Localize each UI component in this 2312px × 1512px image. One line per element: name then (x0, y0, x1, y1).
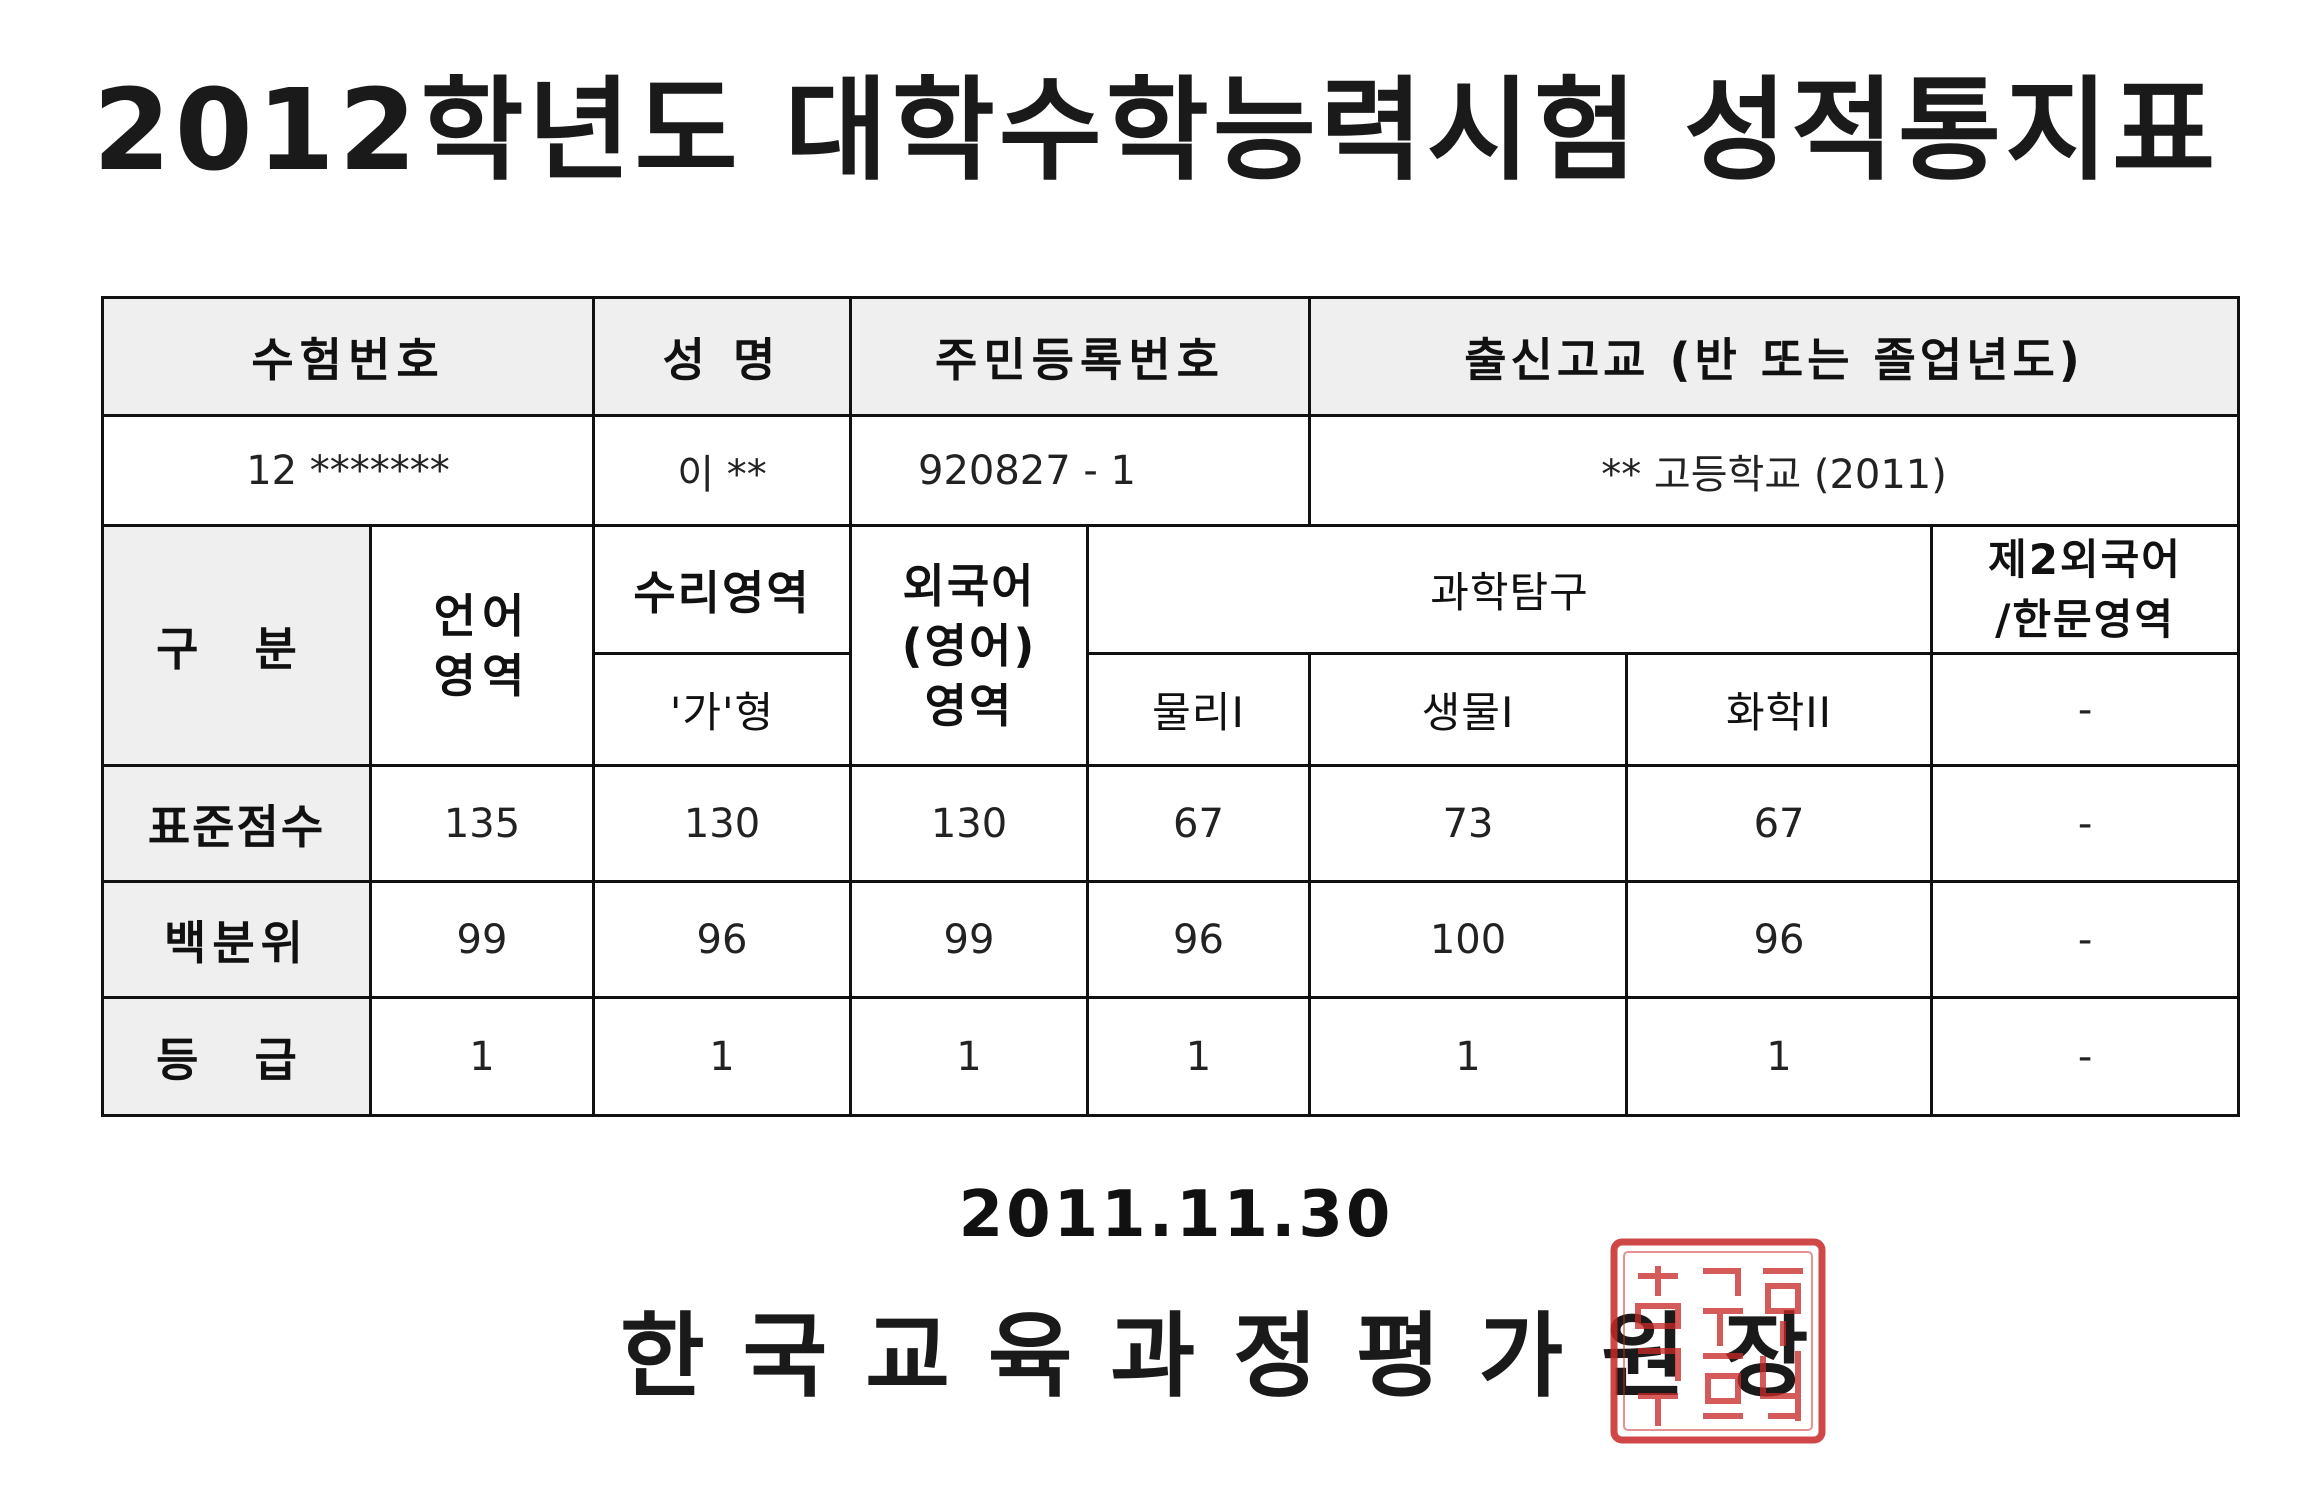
second-language-header: 제2외국어 /한문영역 (1930, 524, 2241, 655)
math-area-header: 수리영역 (592, 524, 852, 655)
percentile-cell: 96 (1085, 880, 1312, 999)
grade-cell: - (1930, 996, 2241, 1117)
issuer-name: 한국교육과정평가원장 (620, 1303, 1847, 1410)
standard-score-label: 표준점수 (101, 764, 372, 883)
grade-cell: 1 (592, 996, 852, 1117)
exam-number-header: 수험번호 (101, 296, 595, 417)
score-cell: 130 (592, 764, 852, 883)
score-report-table: 수험번호 성 명 주민등록번호 출신고교 (반 또는 졸업년도) 12 ****… (101, 296, 2241, 1117)
document-title: 2012학년도 대학수학능력시험 성적통지표 (92, 66, 2220, 196)
percentile-label: 백분위 (101, 880, 372, 999)
official-seal-stamp (1610, 1238, 1826, 1444)
grade-label: 등 급 (101, 996, 372, 1117)
english-area-header: 외국어 (영어) 영역 (849, 524, 1089, 767)
percentile-cell: 96 (592, 880, 852, 999)
korean-area-header: 언어 영역 (369, 524, 595, 767)
science-inquiry-header: 과학탐구 (1085, 524, 1934, 655)
issue-date: 2011.11.30 (958, 1178, 1394, 1252)
school-value: ** 고등학교 (2011) (1308, 414, 2241, 527)
score-cell: 73 (1308, 764, 1629, 883)
id-number-value: 920827 - 1 (848, 414, 1312, 527)
name-value: 이 ** (592, 414, 852, 527)
percentile-cell: - (1930, 880, 2241, 999)
math-type-ga: '가'형 (592, 652, 852, 767)
score-cell: 67 (1085, 764, 1312, 883)
grade-cell: 1 (1625, 996, 1934, 1117)
grade-cell: 1 (369, 996, 595, 1117)
id-number-header: 주민등록번호 (848, 296, 1312, 417)
category-label: 구 분 (101, 524, 372, 767)
subject-chemistry2: 화학II (1625, 652, 1934, 767)
grade-cell: 1 (849, 996, 1089, 1117)
subject-physics1: 물리I (1085, 652, 1312, 767)
score-cell: 130 (849, 764, 1089, 883)
percentile-cell: 96 (1625, 880, 1934, 999)
exam-number-value: 12 ******* (101, 414, 595, 527)
table-row: 백분위 99 96 99 96 100 96 - (101, 880, 2241, 999)
percentile-cell: 100 (1308, 880, 1629, 999)
grade-cell: 1 (1308, 996, 1629, 1117)
subject-biology1: 생물I (1308, 652, 1629, 767)
score-cell: 67 (1625, 764, 1934, 883)
percentile-cell: 99 (369, 880, 595, 999)
score-cell: 135 (369, 764, 595, 883)
percentile-cell: 99 (849, 880, 1089, 999)
school-header: 출신고교 (반 또는 졸업년도) (1308, 296, 2241, 417)
table-row: 등 급 1 1 1 1 1 1 - (101, 996, 2241, 1117)
grade-cell: 1 (1085, 996, 1312, 1117)
name-header: 성 명 (592, 296, 852, 417)
table-row: 표준점수 135 130 130 67 73 67 - (101, 764, 2241, 883)
second-language-subject: - (1930, 652, 2241, 767)
score-cell: - (1930, 764, 2241, 883)
